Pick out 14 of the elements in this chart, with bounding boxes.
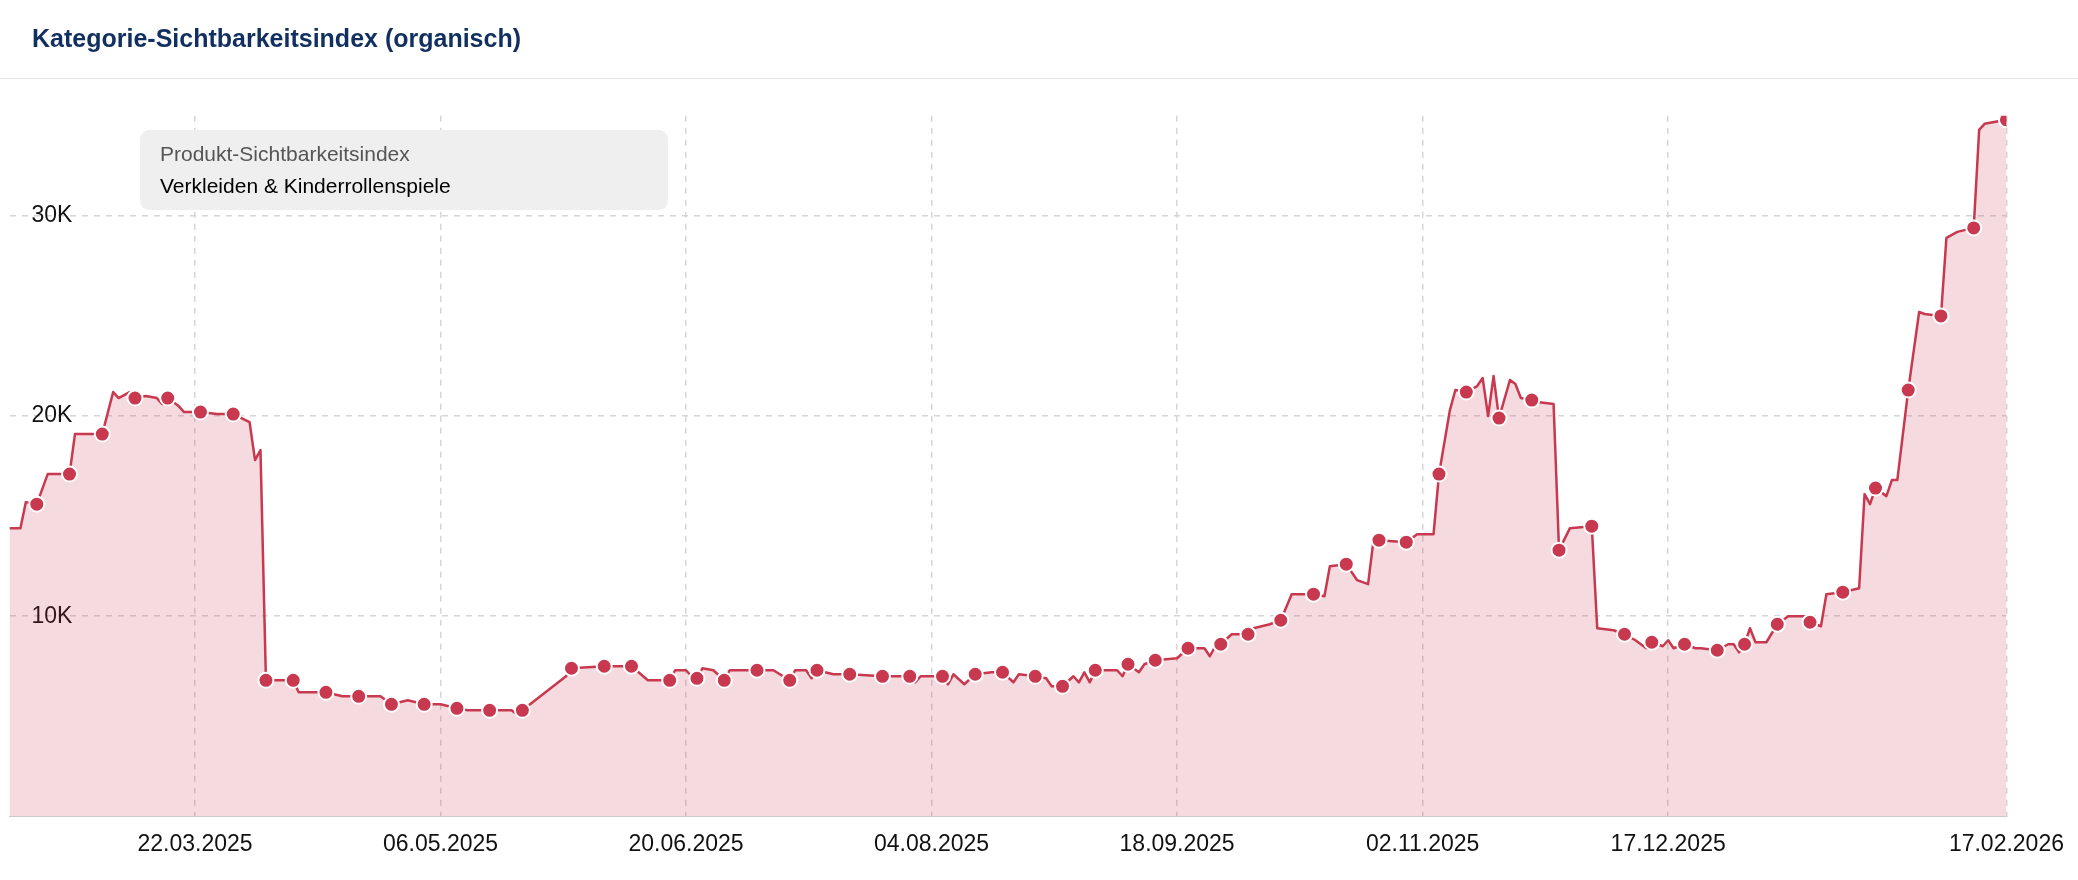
x-tick-label: 17.02.2026 bbox=[1948, 829, 2065, 856]
y-tick-label: 30K bbox=[31, 201, 74, 228]
x-tick-label: 18.09.2025 bbox=[1119, 829, 1235, 856]
annotation: Produkt-Sichtbarkeitsindex bbox=[160, 141, 411, 167]
y-tick-label: 20K bbox=[31, 401, 74, 428]
x-tick-label: 02.11.2025 bbox=[1365, 829, 1480, 856]
chart-title: Kategorie-Sichtbarkeitsindex (organisch) bbox=[32, 24, 522, 53]
x-tick-label: 20.06.2025 bbox=[628, 829, 744, 856]
x-tick-label: 17.12.2025 bbox=[1610, 829, 1726, 856]
x-tick-label: 22.03.2025 bbox=[137, 829, 253, 856]
annotation: Verkleiden & Kinderrollenspiele bbox=[160, 173, 451, 199]
x-tick-label: 06.05.2025 bbox=[382, 829, 499, 856]
y-tick-label: 10K bbox=[31, 601, 74, 628]
x-tick-label: 04.08.2025 bbox=[874, 829, 990, 856]
